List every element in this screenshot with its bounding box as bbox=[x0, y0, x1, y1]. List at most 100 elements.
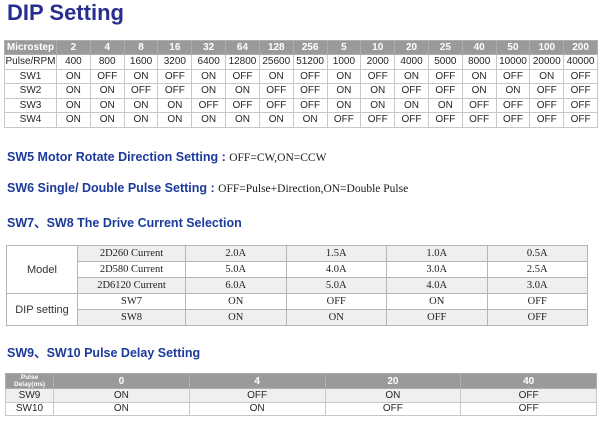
table-cell: 25600 bbox=[258, 54, 294, 70]
table-cell: ON bbox=[360, 83, 396, 99]
table-cell: OFF bbox=[486, 309, 588, 326]
pulse-delay-header-cell: 20 bbox=[324, 373, 462, 389]
table-cell: ON bbox=[326, 83, 362, 99]
table-cell: 5.0A bbox=[285, 277, 387, 294]
table-cell: OFF bbox=[292, 83, 328, 99]
table-cell: ON bbox=[185, 309, 287, 326]
row-label: SW3 bbox=[4, 97, 57, 113]
table-cell: 1.0A bbox=[386, 245, 488, 262]
table-cell: ON bbox=[225, 83, 260, 99]
table-cell: 8000 bbox=[461, 54, 497, 70]
table-cell: OFF bbox=[460, 388, 597, 403]
table-cell: 0.5A bbox=[486, 245, 588, 262]
microstep-header-cell: 20 bbox=[394, 40, 429, 55]
table-cell: OFF bbox=[258, 97, 294, 113]
table-cell: 800 bbox=[89, 54, 125, 70]
row-label: 2D260 Current bbox=[77, 245, 186, 262]
table-cell: ON bbox=[360, 97, 396, 113]
table-cell: OFF bbox=[427, 83, 463, 99]
table-cell: ON bbox=[292, 112, 328, 128]
table-cell: ON bbox=[191, 83, 227, 99]
microstep-table: Microstep 2 4 8 16 32 64 128 256 5 10 20… bbox=[4, 40, 598, 128]
sw6-note-value: OFF=Pulse+Direction,ON=Double Pulse bbox=[218, 183, 409, 195]
table-cell: ON bbox=[56, 83, 91, 99]
table-cell: 5000 bbox=[427, 54, 463, 70]
sw6-note-label: SW6 Single/ Double Pulse Setting : bbox=[7, 181, 215, 195]
microstep-header-cell: 4 bbox=[89, 40, 125, 55]
table-cell: 3200 bbox=[157, 54, 193, 70]
table-cell: OFF bbox=[529, 112, 565, 128]
table-cell: OFF bbox=[324, 401, 462, 416]
table-cell: ON bbox=[461, 83, 497, 99]
table-cell: OFF bbox=[394, 83, 429, 99]
row-label: 2D6120 Current bbox=[77, 277, 186, 294]
table-cell: 2.5A bbox=[486, 261, 588, 278]
table-cell: OFF bbox=[461, 97, 497, 113]
table-cell: OFF bbox=[285, 293, 387, 310]
table-row-pulse-rpm: Pulse/RPM 400 800 1600 3200 6400 12800 2… bbox=[4, 54, 598, 70]
microstep-header-cell: 128 bbox=[258, 40, 294, 55]
table-cell: OFF bbox=[563, 83, 598, 99]
table-cell: ON bbox=[53, 401, 190, 416]
table-cell: ON bbox=[56, 68, 91, 84]
microstep-header-cell: 50 bbox=[495, 40, 531, 55]
table-cell: 4.0A bbox=[285, 261, 387, 278]
table-cell: 400 bbox=[56, 54, 91, 70]
sw5-note-value: OFF=CW,ON=CCW bbox=[229, 152, 327, 164]
table-cell: OFF bbox=[486, 293, 588, 310]
row-label: 2D580 Current bbox=[77, 261, 186, 278]
table-cell: OFF bbox=[89, 68, 125, 84]
table-cell: 5.0A bbox=[185, 261, 287, 278]
table-cell: OFF bbox=[292, 97, 328, 113]
table-cell: ON bbox=[427, 97, 463, 113]
table-cell: OFF bbox=[394, 112, 429, 128]
table-cell: 6400 bbox=[191, 54, 227, 70]
pulse-delay-header-cell: 4 bbox=[188, 373, 326, 389]
table-row-sw9: SW9 ON OFF ON OFF bbox=[5, 388, 597, 403]
table-cell: ON bbox=[53, 388, 190, 403]
table-cell: OFF bbox=[495, 68, 531, 84]
sw5-note-label: SW5 Motor Rotate Direction Setting : bbox=[7, 150, 226, 164]
table-cell: ON bbox=[89, 97, 125, 113]
table-cell: OFF bbox=[225, 68, 260, 84]
microstep-header-cell: 16 bbox=[157, 40, 193, 55]
microstep-header-cell: 5 bbox=[326, 40, 362, 55]
table-cell: 51200 bbox=[292, 54, 328, 70]
pulse-delay-header-cell: 0 bbox=[53, 373, 190, 389]
table-row-sw10: SW10 ON ON OFF OFF bbox=[5, 401, 597, 416]
row-label: SW10 bbox=[5, 401, 54, 416]
pulse-delay-heading: SW9、SW10 Pulse Delay Setting bbox=[7, 346, 201, 360]
table-cell: OFF bbox=[157, 68, 193, 84]
table-row-sw7: DIP setting SW7 ON OFF ON OFF bbox=[6, 293, 588, 326]
row-label: SW4 bbox=[4, 112, 57, 128]
table-cell: OFF bbox=[157, 83, 193, 99]
table-cell: ON bbox=[157, 112, 193, 128]
table-row-2d260: Model 2D260 Current 2.0A 1.5A 1.0A 0.5A bbox=[6, 245, 588, 294]
microstep-header-row: Microstep 2 4 8 16 32 64 128 256 5 10 20… bbox=[4, 40, 598, 55]
table-cell: 3.0A bbox=[486, 277, 588, 294]
table-cell: ON bbox=[225, 112, 260, 128]
table-cell: OFF bbox=[123, 83, 159, 99]
microstep-header-cell: Microstep bbox=[4, 40, 57, 55]
table-cell: ON bbox=[326, 97, 362, 113]
table-cell: ON bbox=[386, 293, 488, 310]
table-cell: OFF bbox=[495, 112, 531, 128]
table-row-sw3: SW3 ON ON ON ON OFF OFF OFF OFF ON ON ON… bbox=[4, 97, 598, 113]
table-cell: ON bbox=[123, 68, 159, 84]
table-cell: 2000 bbox=[360, 54, 396, 70]
table-cell: OFF bbox=[563, 112, 598, 128]
table-cell: 1000 bbox=[326, 54, 362, 70]
table-cell: OFF bbox=[386, 309, 488, 326]
table-cell: OFF bbox=[461, 112, 497, 128]
table-row-sw4: SW4 ON ON ON ON ON ON ON ON OFF OFF OFF … bbox=[4, 112, 598, 128]
table-cell: OFF bbox=[360, 112, 396, 128]
table-cell: ON bbox=[529, 68, 565, 84]
table-cell: ON bbox=[157, 97, 193, 113]
table-cell: 20000 bbox=[529, 54, 565, 70]
drive-current-table: Model 2D260 Current 2.0A 1.5A 1.0A 0.5A … bbox=[6, 245, 588, 326]
table-cell: 10000 bbox=[495, 54, 531, 70]
table-row-sw2: SW2 ON ON OFF OFF ON ON OFF OFF ON ON OF… bbox=[4, 83, 598, 99]
table-cell: ON bbox=[56, 112, 91, 128]
table-row-sw8: SW8 ON ON OFF OFF bbox=[7, 309, 588, 326]
table-cell: OFF bbox=[191, 97, 227, 113]
